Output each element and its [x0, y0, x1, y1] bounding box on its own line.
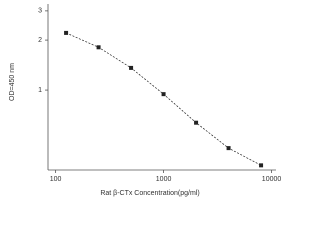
- data-point: [129, 65, 134, 70]
- curve: [65, 32, 262, 166]
- data-point: [96, 45, 101, 50]
- data-point: [226, 146, 231, 151]
- x-tick-label: 10000: [262, 176, 282, 183]
- y-tick-label: 2: [38, 37, 42, 44]
- y-axis-label: OD=450 nm: [9, 63, 16, 101]
- x-tick-label: 100: [50, 176, 62, 183]
- data-point: [161, 92, 166, 97]
- data-point: [64, 30, 69, 35]
- data-point: [194, 120, 199, 125]
- y-tick-label: 3: [38, 8, 42, 15]
- chart: Rat β-CTx Concentration(pg/ml) OD=450 nm…: [9, 4, 282, 197]
- x-axis-label: Rat β-CTx Concentration(pg/ml): [100, 190, 199, 197]
- data-point: [259, 163, 264, 168]
- x-tick-label: 1000: [156, 176, 172, 183]
- y-tick-label: 1: [38, 87, 42, 94]
